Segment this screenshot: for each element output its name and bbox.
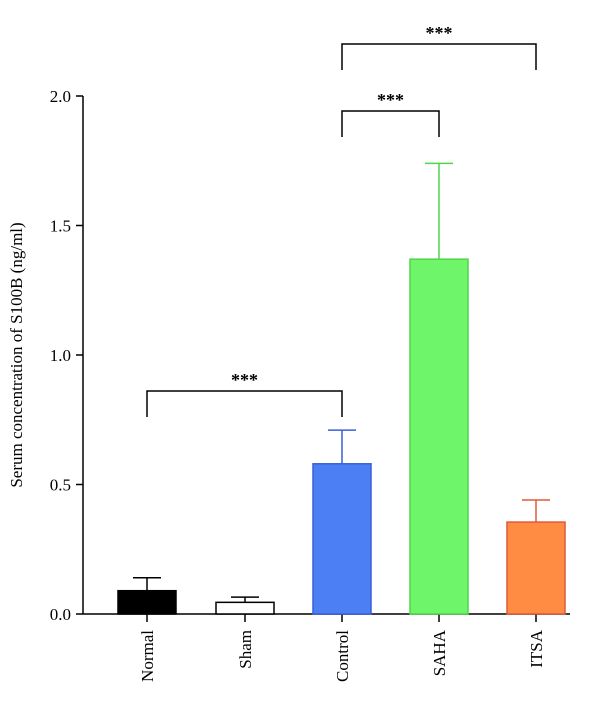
x-tick-label: Control — [333, 630, 352, 682]
significance-bracket — [341, 110, 440, 137]
error-bars — [133, 162, 550, 603]
y-tick-label: 0.0 — [50, 605, 71, 624]
bar-sham — [215, 601, 275, 615]
bar-normal — [117, 589, 177, 615]
bar-control — [312, 463, 372, 615]
y-tick-label: 1.5 — [50, 217, 71, 236]
y-axis: 0.0 0.5 1.0 1.5 2.0 — [50, 87, 84, 624]
significance-label: *** — [231, 370, 258, 390]
x-tick-label: ITSA — [527, 629, 546, 668]
significance-bracket — [146, 390, 343, 417]
y-tick-label: 2.0 — [50, 87, 71, 106]
bar-saha — [409, 258, 469, 615]
significance-bracket — [341, 43, 537, 70]
x-axis: Normal Sham Control SAHA ITSA — [83, 613, 570, 682]
significance-label: *** — [377, 90, 404, 110]
significance-label: *** — [426, 23, 453, 43]
y-tick-label: 0.5 — [50, 476, 71, 495]
x-tick-label: SAHA — [430, 629, 449, 676]
x-tick-label: Sham — [236, 630, 255, 669]
x-tick-label: Normal — [138, 630, 157, 682]
bar-itsa — [506, 521, 566, 615]
significance-brackets: *** *** *** — [146, 23, 537, 417]
y-axis-label: Serum concentration of S100B (ng/ml) — [7, 222, 26, 487]
bars — [117, 258, 566, 615]
y-tick-label: 1.0 — [50, 346, 71, 365]
